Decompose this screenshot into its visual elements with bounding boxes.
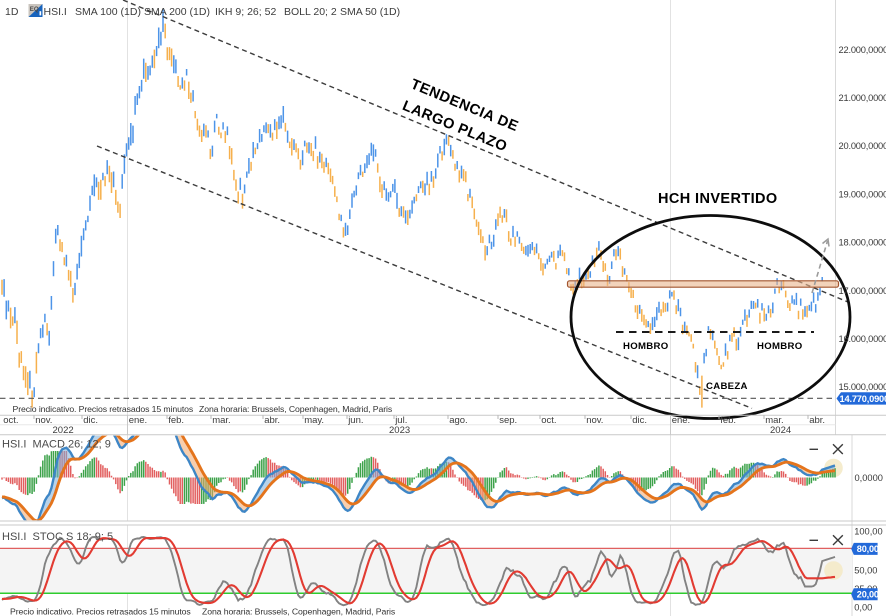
svg-text:SMA 200 (1D): SMA 200 (1D) [144, 6, 210, 18]
svg-text:2022: 2022 [53, 425, 74, 436]
svg-text:15.000,0000: 15.000,0000 [839, 382, 886, 392]
svg-text:nov.: nov. [35, 415, 52, 426]
svg-text:abr.: abr. [264, 415, 280, 426]
svg-text:jul.: jul. [394, 415, 407, 426]
svg-text:oct.: oct. [3, 415, 18, 426]
svg-text:oct.: oct. [541, 415, 556, 426]
svg-text:2024: 2024 [770, 425, 791, 436]
svg-text:HSI.I MACD 26; 12; 9: HSI.I MACD 26; 12; 9 [2, 439, 111, 451]
svg-text:dic.: dic. [632, 415, 647, 426]
svg-text:22.000,0000: 22.000,0000 [839, 45, 886, 55]
svg-text:BOLL 20; 2: BOLL 20; 2 [284, 6, 337, 18]
svg-text:SMA 100 (1D): SMA 100 (1D) [75, 6, 141, 18]
svg-text:IKH 9; 26; 52: IKH 9; 26; 52 [215, 6, 276, 18]
svg-text:HCH INVERTIDO: HCH INVERTIDO [658, 191, 778, 207]
svg-text:20.000,0000: 20.000,0000 [839, 141, 886, 151]
svg-text:HSI.I STOC S 18; 9; 5: HSI.I STOC S 18; 9; 5 [2, 531, 113, 543]
svg-text:feb.: feb. [168, 415, 184, 426]
svg-text:CABEZA: CABEZA [706, 381, 748, 392]
svg-text:0,00: 0,00 [854, 602, 872, 612]
svg-text:1D: 1D [5, 6, 19, 18]
svg-text:14.770,0900: 14.770,0900 [840, 394, 886, 404]
svg-text:2023: 2023 [389, 425, 410, 436]
svg-text:ene.: ene. [129, 415, 148, 426]
svg-text:19.000,0000: 19.000,0000 [839, 189, 886, 199]
svg-text:feb.: feb. [720, 415, 736, 426]
svg-text:abr.: abr. [809, 415, 825, 426]
svg-text:HOMBRO: HOMBRO [623, 341, 669, 352]
svg-text:ene.: ene. [672, 415, 691, 426]
svg-text:21.000,0000: 21.000,0000 [839, 93, 886, 103]
svg-text:50,00: 50,00 [854, 565, 877, 575]
svg-text:20,00: 20,00 [857, 590, 879, 600]
svg-text:ago.: ago. [449, 415, 468, 426]
svg-text:100,00: 100,00 [854, 527, 882, 537]
svg-text:HOMBRO: HOMBRO [757, 341, 803, 352]
svg-text:EQ: EQ [30, 6, 39, 13]
svg-text:dic.: dic. [83, 415, 98, 426]
svg-text:may.: may. [304, 415, 324, 426]
svg-text:sep.: sep. [499, 415, 517, 426]
svg-text:18.000,0000: 18.000,0000 [839, 238, 886, 248]
svg-text:mar.: mar. [765, 415, 783, 426]
svg-text:Precio indicativo. Precios ret: Precio indicativo. Precios retrasados 15… [13, 404, 194, 414]
svg-text:mar.: mar. [212, 415, 230, 426]
svg-text:Zona horaria: Brussels, Copenh: Zona horaria: Brussels, Copenhagen, Madr… [199, 404, 393, 414]
svg-text:HSI.I: HSI.I [44, 6, 67, 18]
svg-text:Precio indicativo. Precios ret: Precio indicativo. Precios retrasados 15… [10, 606, 191, 616]
svg-text:17.000,0000: 17.000,0000 [839, 286, 886, 296]
svg-text:0,0000: 0,0000 [855, 473, 883, 483]
svg-text:nov.: nov. [586, 415, 603, 426]
svg-text:16.000,0000: 16.000,0000 [839, 334, 886, 344]
svg-text:jun.: jun. [347, 415, 363, 426]
svg-text:80,00: 80,00 [857, 544, 879, 554]
svg-text:SMA 50 (1D): SMA 50 (1D) [340, 6, 400, 18]
svg-text:Zona horaria: Brussels, Copenh: Zona horaria: Brussels, Copenhagen, Madr… [202, 606, 396, 616]
